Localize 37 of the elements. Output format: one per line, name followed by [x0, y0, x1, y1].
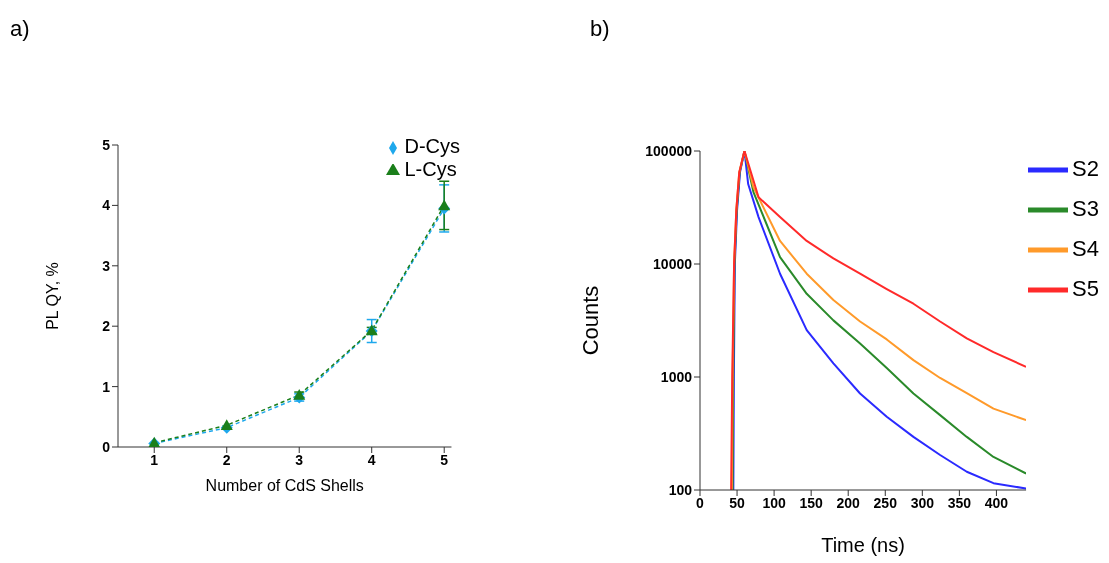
x-tick-label: 5 — [440, 451, 449, 468]
x-tick-label: 400 — [984, 494, 1009, 511]
x-tick-label: 50 — [729, 494, 746, 511]
y-tick-label: 2 — [102, 318, 111, 335]
legend-label: S5 — [1072, 275, 1099, 301]
x-tick-label: 250 — [873, 494, 898, 511]
x-tick-label: 150 — [799, 494, 824, 511]
legend-label: D-Cys — [404, 135, 460, 157]
y-axis-title: PL QY, % — [43, 262, 61, 330]
x-tick-label: 300 — [910, 494, 935, 511]
x-tick-label: 3 — [295, 451, 304, 468]
y-tick-label: 100000 — [645, 142, 693, 159]
x-tick-label: 350 — [947, 494, 972, 511]
y-tick-label: 0 — [102, 438, 111, 455]
legend-label: L-Cys — [404, 158, 457, 180]
y-axis-title: Counts — [577, 285, 603, 356]
y-tick-label: 1000 — [660, 368, 693, 385]
chart-title: b) — [590, 16, 610, 42]
y-tick-label: 4 — [102, 197, 111, 214]
x-tick-label: 100 — [762, 494, 786, 511]
legend-label: S4 — [1072, 235, 1099, 261]
point — [438, 199, 451, 211]
y-tick-label: 100 — [668, 481, 693, 498]
x-tick-label: 200 — [836, 494, 861, 511]
x-tick-label: 0 — [696, 494, 705, 511]
legend-label: S3 — [1072, 195, 1099, 221]
x-tick-label: 4 — [367, 451, 376, 468]
y-tick-label: 1 — [102, 378, 111, 395]
x-tick-label: 1 — [150, 451, 159, 468]
x-axis-title: Time (ns) — [821, 534, 905, 556]
y-tick-label: 5 — [102, 136, 111, 153]
x-tick-label: 2 — [222, 451, 231, 468]
y-tick-label: 10000 — [653, 255, 693, 272]
chart-title: a) — [10, 16, 30, 42]
x-axis-title: Number of CdS Shells — [205, 477, 364, 494]
y-tick-label: 3 — [102, 257, 111, 274]
legend-label: S2 — [1072, 155, 1099, 181]
